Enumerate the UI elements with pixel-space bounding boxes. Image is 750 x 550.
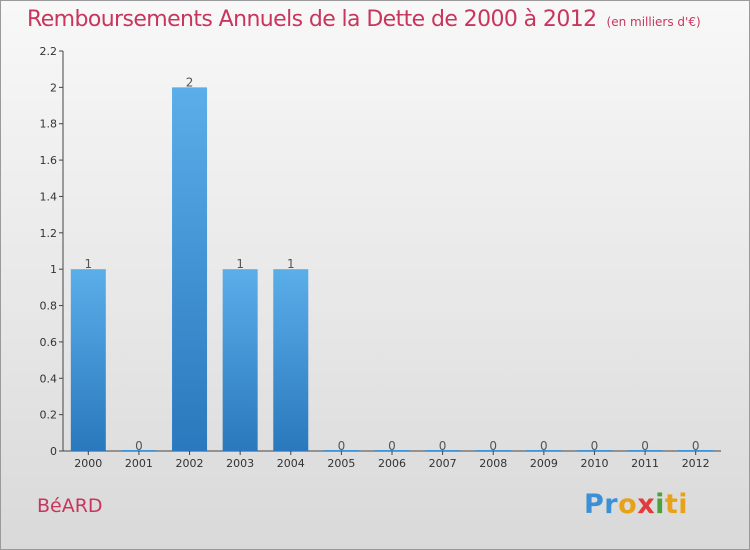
bar — [172, 87, 208, 451]
y-tick-label: 2 — [50, 81, 57, 94]
x-tick-label: 2009 — [530, 457, 558, 470]
bar — [475, 450, 511, 451]
y-tick-label: 1 — [50, 263, 57, 276]
y-tick-label: 1.2 — [40, 227, 58, 240]
logo-letter: r — [604, 489, 619, 520]
y-tick-label: 0.2 — [40, 409, 58, 422]
data-label: 1 — [287, 257, 295, 271]
data-label: 0 — [135, 439, 143, 453]
logo-letter: x — [637, 489, 656, 520]
y-tick-label: 0 — [50, 445, 57, 458]
bar — [222, 269, 258, 451]
bar — [425, 450, 461, 451]
x-tick-label: 2005 — [327, 457, 355, 470]
data-label: 0 — [439, 439, 447, 453]
x-tick-label: 2002 — [176, 457, 204, 470]
x-tick-label: 2006 — [378, 457, 406, 470]
data-label: 2 — [186, 75, 194, 89]
y-tick-label: 1.4 — [40, 190, 58, 203]
bar — [678, 450, 714, 451]
chart-subtitle: (en milliers d'€) — [606, 15, 701, 29]
x-tick-label: 2012 — [682, 457, 710, 470]
title-text: Remboursements Annuels de la Dette de 20… — [27, 7, 597, 32]
x-tick-label: 2000 — [74, 457, 102, 470]
data-label: 0 — [540, 439, 548, 453]
bar — [273, 269, 309, 451]
y-tick-label: 1.6 — [40, 154, 58, 167]
bar — [374, 450, 410, 451]
data-label: 0 — [338, 439, 346, 453]
data-label: 1 — [84, 257, 92, 271]
x-tick-label: 2008 — [479, 457, 507, 470]
data-label: 0 — [489, 439, 497, 453]
bar — [121, 450, 157, 451]
y-tick-label: 0.8 — [40, 300, 58, 313]
logo-letter: P — [584, 489, 605, 520]
logo-letter: o — [618, 489, 638, 520]
commune-name: BéARD — [37, 495, 103, 517]
bar — [70, 269, 106, 451]
logo-letter: i — [655, 489, 665, 520]
y-tick-label: 2.2 — [40, 45, 58, 58]
bar — [576, 450, 612, 451]
y-tick-label: 1.8 — [40, 118, 58, 131]
x-tick-label: 2007 — [429, 457, 457, 470]
y-tick-label: 0.6 — [40, 336, 58, 349]
data-label: 0 — [692, 439, 700, 453]
proxiti-logo: Proxiti — [584, 489, 688, 520]
x-tick-label: 2003 — [226, 457, 254, 470]
bar — [627, 450, 663, 451]
x-tick-label: 2010 — [580, 457, 608, 470]
data-label: 0 — [388, 439, 396, 453]
data-label: 0 — [641, 439, 649, 453]
data-label: 1 — [236, 257, 244, 271]
x-tick-label: 2004 — [277, 457, 305, 470]
bar — [323, 450, 359, 451]
logo-letter: ti — [664, 489, 689, 520]
x-tick-label: 2001 — [125, 457, 153, 470]
chart-title: Remboursements Annuels de la Dette de 20… — [27, 7, 701, 32]
x-tick-label: 2011 — [631, 457, 659, 470]
bar — [526, 450, 562, 451]
y-tick-label: 0.4 — [40, 372, 58, 385]
data-label: 0 — [591, 439, 599, 453]
